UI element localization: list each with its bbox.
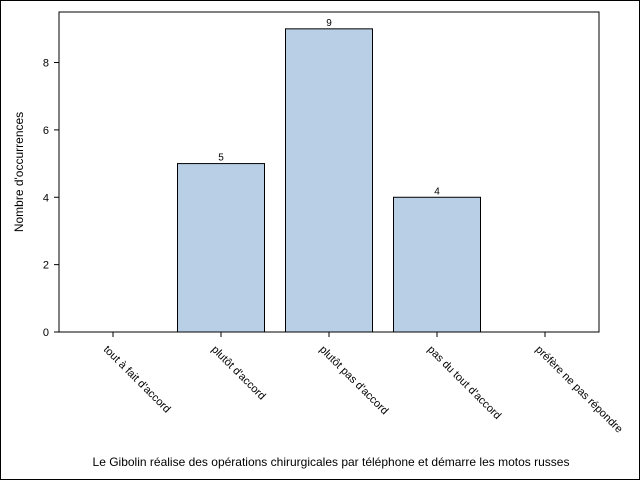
y-tick-label: 2 [43,260,49,272]
y-tick-label: 0 [43,327,49,339]
bar [285,28,373,333]
x-category-label: plutôt d'accord [209,344,268,403]
y-axis-title: Nombre d'occurrences [12,112,26,232]
x-axis-title: Le Gibolin réalise des opérations chirur… [93,455,570,469]
x-category-label: tout à fait d'accord [101,344,173,416]
bar-data-label: 5 [218,153,224,164]
bar [177,163,265,333]
bar-data-label: 9 [326,18,332,29]
x-axis: tout à fait d'accord plutôt d'accord plutô… [101,332,625,436]
x-category-label: plutôt pas d'accord [317,344,391,418]
bar-data-label: 4 [434,186,440,197]
bar [393,196,481,333]
x-category-label: pas du tout d'accord [425,344,503,422]
y-tick-label: 6 [43,125,49,137]
data-labels-layer: 5 9 4 [218,18,440,197]
x-category-label: préfère ne pas répondre [533,344,625,436]
bars-layer [177,28,481,333]
y-axis: 0 2 4 6 8 [43,58,59,339]
y-tick-label: 8 [43,58,49,70]
y-tick-label: 4 [43,192,49,204]
